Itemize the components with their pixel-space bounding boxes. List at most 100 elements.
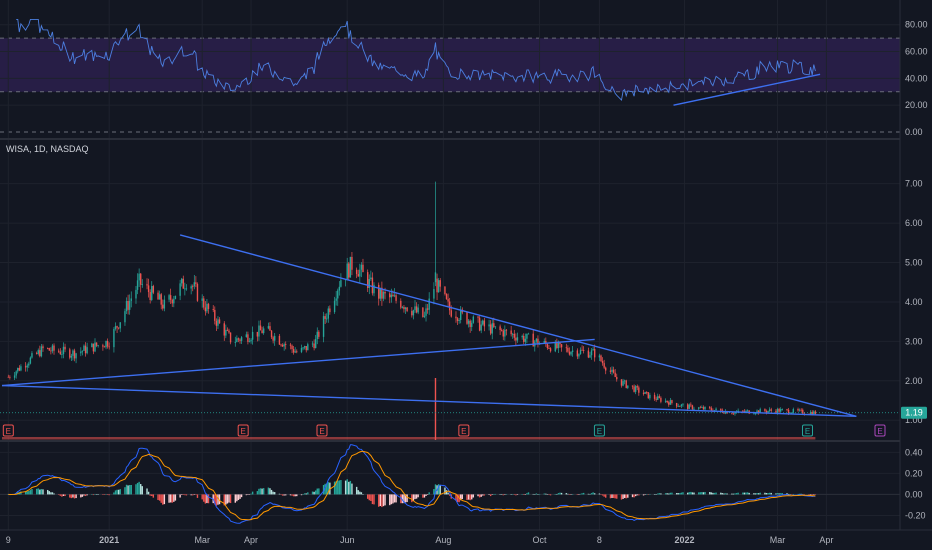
candle-body <box>593 349 596 358</box>
macd-histogram-bar <box>378 494 380 507</box>
candle-body <box>392 294 394 297</box>
macd-histogram-bar <box>478 494 481 498</box>
candle-body <box>337 290 339 299</box>
candle-body <box>477 316 479 318</box>
macd-histogram-bar <box>384 494 386 506</box>
candle-body <box>51 345 54 352</box>
candle-body <box>201 298 203 301</box>
macd-histogram-bar <box>338 480 341 495</box>
candle-body <box>272 337 274 341</box>
candle-body <box>532 333 534 347</box>
macd-histogram-bar <box>80 494 82 498</box>
macd-histogram-bar <box>35 488 38 495</box>
candle-body <box>50 350 52 352</box>
candle-body <box>800 409 802 411</box>
candle-body <box>458 320 460 321</box>
macd-histogram-bar <box>811 494 813 496</box>
candle-body <box>250 339 252 342</box>
macd-histogram-bar <box>285 494 287 496</box>
macd-histogram-bar <box>526 493 528 495</box>
candle-body <box>515 337 517 341</box>
macd-histogram-bar <box>732 493 735 495</box>
candle-body <box>349 256 352 278</box>
macd-histogram-bar <box>614 494 616 499</box>
macd-histogram-bar <box>283 494 285 496</box>
candle-body <box>415 306 418 313</box>
candle-body <box>237 338 240 340</box>
macd-histogram-bar <box>360 492 363 495</box>
candle-body <box>393 295 396 297</box>
macd-histogram-bar <box>64 494 66 497</box>
macd-histogram-bar <box>549 494 552 496</box>
price-tick-label: 2.00 <box>905 376 923 386</box>
candle-body <box>333 300 336 313</box>
candle-body <box>778 408 780 412</box>
earnings-marker-label: E <box>6 427 11 436</box>
macd-histogram-bar <box>117 489 120 495</box>
candle-body <box>70 355 73 358</box>
macd-histogram-bar <box>600 494 602 495</box>
candle-body <box>556 342 558 349</box>
rsi-band <box>0 38 900 92</box>
candle-body <box>715 408 717 411</box>
candle-body <box>228 330 230 333</box>
candle-body <box>294 351 296 353</box>
macd-histogram-bar <box>94 494 96 495</box>
macd-histogram-bar <box>302 494 304 495</box>
earnings-marker-label: E <box>877 427 882 436</box>
candle-body <box>234 342 236 343</box>
macd-histogram-bar <box>119 489 121 495</box>
macd-histogram-bar <box>589 493 591 495</box>
candle-body <box>546 344 549 349</box>
macd-histogram-bar <box>289 494 292 496</box>
macd-histogram-bar <box>296 494 298 497</box>
macd-histogram-bar <box>512 494 514 495</box>
earnings-marker <box>801 424 813 437</box>
macd-histogram-bar <box>124 487 126 495</box>
candle-body <box>494 326 497 328</box>
macd-histogram-bar <box>417 494 419 498</box>
macd-histogram-bar <box>53 493 55 495</box>
symbol-title[interactable]: WISA, 1D, NASDAQ <box>6 144 89 154</box>
macd-histogram-bar <box>50 492 52 495</box>
macd-histogram-bar <box>781 493 783 495</box>
macd-histogram-bar <box>140 484 142 495</box>
macd-histogram-bar <box>411 494 413 503</box>
candle-body <box>560 344 563 348</box>
candle-body <box>360 264 363 270</box>
candle-body <box>390 294 393 298</box>
macd-histogram-bar <box>735 493 738 495</box>
candle-body <box>340 280 342 287</box>
trendline <box>179 234 857 417</box>
macd-histogram-bar <box>192 494 194 496</box>
macd-line <box>8 444 816 524</box>
macd-histogram-bar <box>147 491 150 495</box>
macd-histogram-bar <box>193 494 196 495</box>
macd-histogram-bar <box>146 488 148 495</box>
macd-histogram-bar <box>245 494 248 496</box>
candle-body <box>291 345 293 350</box>
candle-body <box>411 311 413 316</box>
macd-histogram-bar <box>775 493 777 495</box>
candle-body <box>732 413 735 415</box>
candle-body <box>75 353 77 359</box>
macd-histogram-bar <box>724 493 727 495</box>
macd-histogram-bar <box>677 493 679 495</box>
macd-histogram-bar <box>611 494 613 498</box>
macd-histogram-bar <box>698 492 700 495</box>
candle-body <box>258 325 260 337</box>
macd-histogram-bar <box>370 494 372 501</box>
candle-body <box>384 291 386 294</box>
macd-histogram-bar <box>240 494 243 498</box>
candle-body <box>281 344 284 347</box>
macd-histogram-bar <box>250 493 252 495</box>
candle-body <box>590 350 593 356</box>
candle-body <box>791 412 793 414</box>
macd-histogram-bar <box>625 494 627 499</box>
candle-body <box>373 284 375 294</box>
macd-histogram-bar <box>368 494 370 501</box>
candle-body <box>664 400 667 402</box>
macd-histogram-bar <box>535 493 538 495</box>
macd-histogram-bar <box>106 494 109 495</box>
